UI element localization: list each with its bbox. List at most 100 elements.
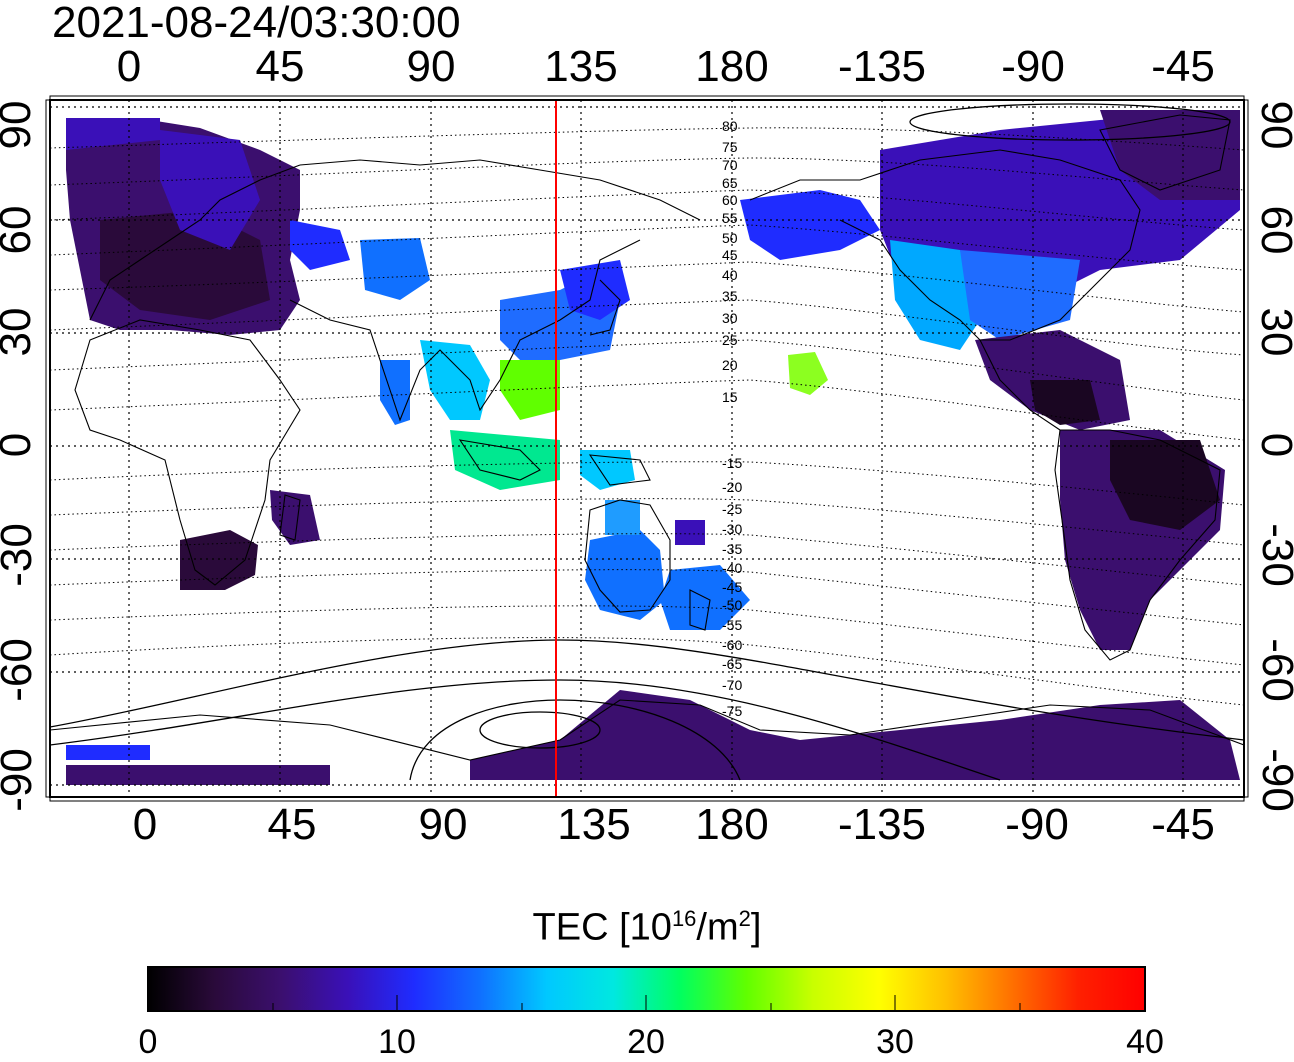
tec-region-south-africa: [180, 530, 258, 590]
contour-label: 75: [722, 139, 738, 155]
top-lon-tick: 135: [544, 42, 618, 91]
coast-greenland: [1099, 114, 1231, 191]
timestamp-title: 2021-08-24/03:30:00: [52, 0, 461, 47]
colorbar-tick-label: 30: [876, 1023, 914, 1061]
top-lon-tick: 180: [695, 42, 769, 91]
tec-region-madagascar: [270, 490, 320, 545]
contour-label: -70: [722, 677, 742, 693]
bottom-lon-tick: -135: [837, 800, 927, 849]
tec-region-antarctic-east: [470, 690, 1240, 780]
tec-region-se-asia: [420, 340, 490, 420]
frame-ticks: [45, 95, 1249, 802]
bottom-lon-tick: 135: [557, 800, 631, 849]
top-lon-tick: 90: [406, 42, 456, 91]
colorbar-title-end: ]: [750, 906, 762, 949]
tec-region-taiwan-phil: [500, 360, 560, 420]
colorbar-title-main: TEC [10: [532, 906, 672, 949]
top-lon-tick: -45: [1151, 42, 1215, 91]
coast-australia: [584, 499, 671, 613]
top-lon-tick: -90: [1001, 42, 1065, 91]
tec-region-arctic-top: [66, 118, 160, 150]
tec-region-alaska: [740, 190, 880, 260]
magnetic-contours: [50, 127, 1244, 706]
contour-label: 15: [722, 389, 738, 405]
coast-central-america: [979, 339, 1061, 431]
coast-indonesia: [458, 439, 541, 481]
contour-label: -75: [722, 703, 742, 719]
contour-label: -45: [722, 579, 742, 595]
colorbar-title-unit-exponent: 2: [738, 906, 751, 931]
top-lon-tick: -135: [837, 42, 927, 91]
top-lon-tick: 0: [116, 42, 142, 91]
map-grid: [50, 100, 1244, 797]
coast-europe: [89, 164, 301, 321]
colorbar-ticks: [272, 995, 1021, 1011]
contour-label: -25: [722, 501, 742, 517]
contour-label: -30: [722, 521, 742, 537]
contour-label: 50: [722, 230, 738, 246]
pole-contours: [50, 103, 1244, 781]
contour-label: -40: [722, 560, 742, 576]
contour-label: 20: [722, 357, 738, 373]
contour-label: 40: [722, 267, 738, 283]
tec-region-australia-north: [605, 500, 640, 535]
contour-label: -60: [722, 637, 742, 653]
tec-region-antarctic-blue: [66, 745, 150, 760]
contour-label: -20: [722, 479, 742, 495]
coast-japan: [589, 279, 621, 336]
contour-label: -15: [722, 455, 742, 471]
tec-region-siberia: [290, 220, 350, 270]
colorbar-tick-label: 10: [378, 1023, 416, 1061]
bottom-lon-tick: 90: [418, 800, 468, 849]
tec-region-central-core: [1030, 380, 1100, 425]
colorbar-tick-label: 40: [1126, 1023, 1164, 1061]
tec-region-scandinavia: [160, 130, 260, 250]
contour-label: -35: [722, 541, 742, 557]
bottom-lon-tick: -90: [1005, 800, 1069, 849]
tec-region-indonesia: [450, 430, 560, 490]
coast-north-america: [749, 149, 1141, 341]
contour-label: 70: [722, 157, 738, 173]
contour-label: 45: [722, 247, 738, 263]
tec-region-india: [380, 360, 410, 425]
coast-asia-north: [299, 159, 701, 221]
contour-label: -50: [722, 597, 742, 613]
tec-region-central-asia: [360, 238, 430, 300]
colorbar-title-unit: /m: [696, 906, 739, 949]
contour-label: 60: [722, 192, 738, 208]
coast-nz: [689, 589, 711, 631]
tec-regions: [66, 110, 1240, 785]
colorbar-tick-label: 0: [138, 1023, 158, 1061]
coast-south-america: [1054, 429, 1221, 661]
contour-labels: 80 75 70 65 60 55 50 45 40 35 30 25 20 1…: [722, 118, 742, 719]
tec-region-hawaii: [788, 352, 828, 395]
top-lon-tick: 45: [255, 42, 305, 91]
tec-region-coral-sea: [675, 520, 705, 545]
bottom-lon-tick: 0: [132, 800, 158, 849]
colorbar-tick-label: 20: [627, 1023, 665, 1061]
contour-label: 30: [722, 310, 738, 326]
colorbar-title-exponent: 16: [671, 906, 697, 931]
coastlines: [50, 114, 1244, 761]
tec-region-brazil-core: [1110, 440, 1220, 530]
tec-region-australia: [585, 530, 665, 620]
colorbar-title: TEC [1016/m2]: [0, 906, 1294, 950]
contour-label: 35: [722, 288, 738, 304]
contour-label: -55: [722, 617, 742, 633]
coast-madagascar: [279, 494, 301, 541]
bottom-lon-tick: 45: [267, 800, 317, 849]
coast-new-guinea: [588, 454, 651, 486]
tec-region-usa-east: [960, 250, 1080, 340]
tec-region-antarctic: [66, 765, 330, 785]
contour-label: 80: [722, 118, 738, 134]
contour-label: 65: [722, 175, 738, 191]
contour-label: 25: [722, 332, 738, 348]
coast-asia-south: [289, 239, 641, 422]
bottom-lon-tick: 180: [695, 800, 769, 849]
bottom-lon-tick: -45: [1151, 800, 1215, 849]
contour-label: 55: [722, 210, 738, 226]
contour-label: -65: [722, 656, 742, 672]
coast-antarctica: [50, 699, 1244, 761]
coast-africa: [74, 319, 301, 586]
